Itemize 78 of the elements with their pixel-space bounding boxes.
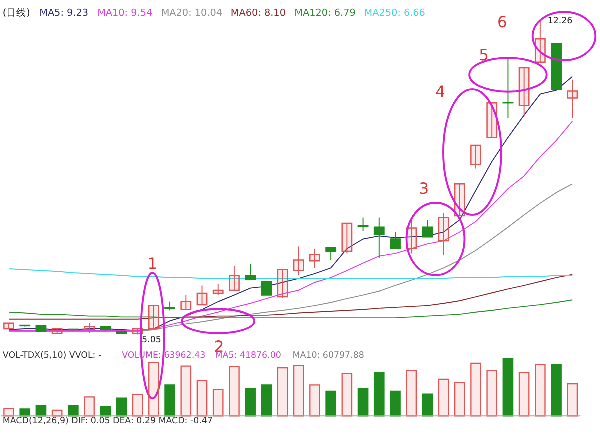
annotation: 1 <box>148 255 158 274</box>
candlestick <box>567 79 578 119</box>
candlestick <box>148 305 160 330</box>
chart-title: (日线) <box>2 7 30 20</box>
candlestick <box>293 246 304 276</box>
bar <box>132 394 144 417</box>
candlestick <box>518 67 530 118</box>
candlestick <box>374 217 385 260</box>
bar <box>470 362 482 417</box>
bar <box>84 396 95 417</box>
candlestick <box>229 265 240 292</box>
bar <box>438 378 450 417</box>
candlestick <box>212 284 224 296</box>
bar <box>342 373 353 417</box>
annotation: 3 <box>419 180 430 198</box>
bar <box>100 406 112 417</box>
candlestick <box>84 322 95 334</box>
bar <box>4 408 14 417</box>
annotation: 4 <box>436 83 446 102</box>
bar <box>261 384 272 417</box>
bar <box>164 384 176 417</box>
bar <box>390 390 401 417</box>
bar <box>36 405 47 417</box>
annotation: VOL-TDX(5,10) VVOL: - <box>2 351 102 362</box>
text: MA120: 6.79 <box>294 8 356 20</box>
candlestick <box>4 322 14 330</box>
candlestick <box>390 232 401 250</box>
candlestick <box>438 212 450 256</box>
bar <box>518 372 530 417</box>
text: MA250: 6.66 <box>364 8 426 20</box>
candlestick <box>196 285 208 306</box>
bar <box>68 405 79 417</box>
text: MA10: 9.54 <box>98 8 153 20</box>
candlestick <box>422 220 434 238</box>
annotation: 12.26 <box>548 16 573 27</box>
bar <box>245 388 256 417</box>
text: MA60: 8.10 <box>230 8 286 20</box>
bar <box>406 370 418 417</box>
annotation: 5 <box>479 46 489 64</box>
bar <box>116 398 128 417</box>
text: MACD(12,26,9) DIF: 0.05 DEA: 0.29 MACD: -0.47 <box>2 416 213 427</box>
bar <box>422 394 434 417</box>
bar <box>454 382 466 417</box>
candlestick <box>470 144 482 170</box>
bar <box>196 380 208 417</box>
bar <box>180 366 192 417</box>
bar <box>567 383 578 417</box>
candlestick <box>486 102 498 138</box>
bar <box>20 408 31 417</box>
bar <box>212 389 224 417</box>
annotation: MA10: 60797.88 <box>292 351 364 362</box>
bar <box>148 362 160 417</box>
text: MA20: 10.04 <box>161 8 223 20</box>
text: MA5: 9.23 <box>40 8 89 20</box>
annotation: MA5: 41876.00 <box>215 351 282 362</box>
candlestick <box>261 281 272 296</box>
bar <box>326 390 336 417</box>
candlestick <box>245 264 256 280</box>
bar <box>293 365 304 417</box>
bar <box>277 367 288 417</box>
bar <box>535 364 546 417</box>
candlestick <box>326 247 337 261</box>
candlestick <box>342 222 353 254</box>
bar <box>502 358 514 417</box>
text: 5.05 <box>142 336 162 346</box>
candlestick <box>180 294 192 310</box>
annotation: 6 <box>498 14 508 32</box>
candlestick <box>358 217 369 232</box>
bar <box>551 364 562 417</box>
bar <box>486 370 498 417</box>
bar <box>358 388 369 417</box>
bar <box>310 384 320 417</box>
bar <box>229 366 240 417</box>
candlestick <box>310 248 320 269</box>
bar <box>374 372 385 417</box>
candlestick <box>502 57 514 119</box>
candlestick <box>52 328 63 334</box>
candlestick <box>277 269 288 299</box>
